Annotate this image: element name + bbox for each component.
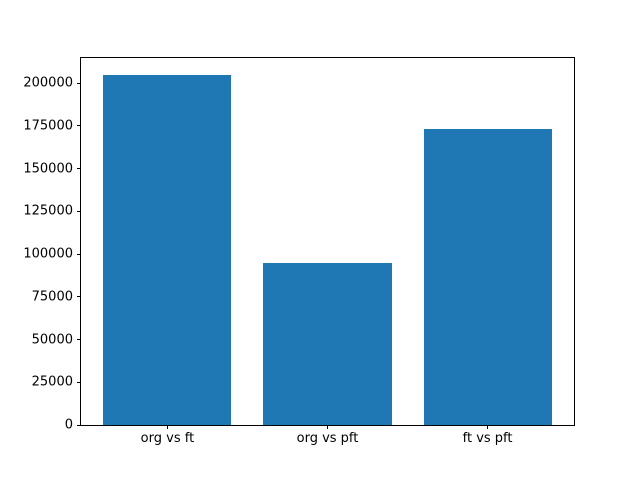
y-tick-label: 175000 — [23, 118, 73, 134]
y-tick-label: 0 — [64, 417, 73, 433]
y-tick-mark — [77, 339, 81, 341]
x-tick-mark — [327, 425, 328, 429]
y-tick-mark — [77, 125, 81, 127]
y-tick-label: 75000 — [31, 289, 73, 305]
y-tick-label: 200000 — [23, 75, 73, 91]
y-tick-mark — [77, 210, 81, 212]
y-tick-label: 100000 — [23, 246, 73, 262]
y-tick-label: 150000 — [23, 161, 73, 177]
y-tick-mark — [77, 296, 81, 298]
y-tick-mark — [77, 168, 81, 170]
x-tick-mark — [166, 425, 168, 429]
x-tick-mark — [487, 425, 489, 429]
bar-org-vs-pft — [263, 262, 392, 425]
y-tick-mark — [77, 424, 81, 426]
y-tick-mark — [77, 381, 81, 383]
bar-org-vs-ft — [103, 75, 232, 425]
y-tick-label: 50000 — [31, 332, 73, 348]
y-tick-mark — [77, 253, 81, 255]
plot-area: 0 25000 50000 75000 100000 125000 150000 175000… — [23, 57, 575, 445]
y-tick-label: 125000 — [23, 203, 73, 219]
x-tick-label: org vs ft — [140, 431, 195, 446]
y-tick-label: 25000 — [31, 374, 73, 390]
y-tick-mark — [77, 82, 81, 84]
x-tick-label: org vs pft — [296, 431, 359, 446]
bar-ft-vs-pft — [423, 129, 552, 425]
x-tick-label: ft vs pft — [462, 431, 513, 446]
